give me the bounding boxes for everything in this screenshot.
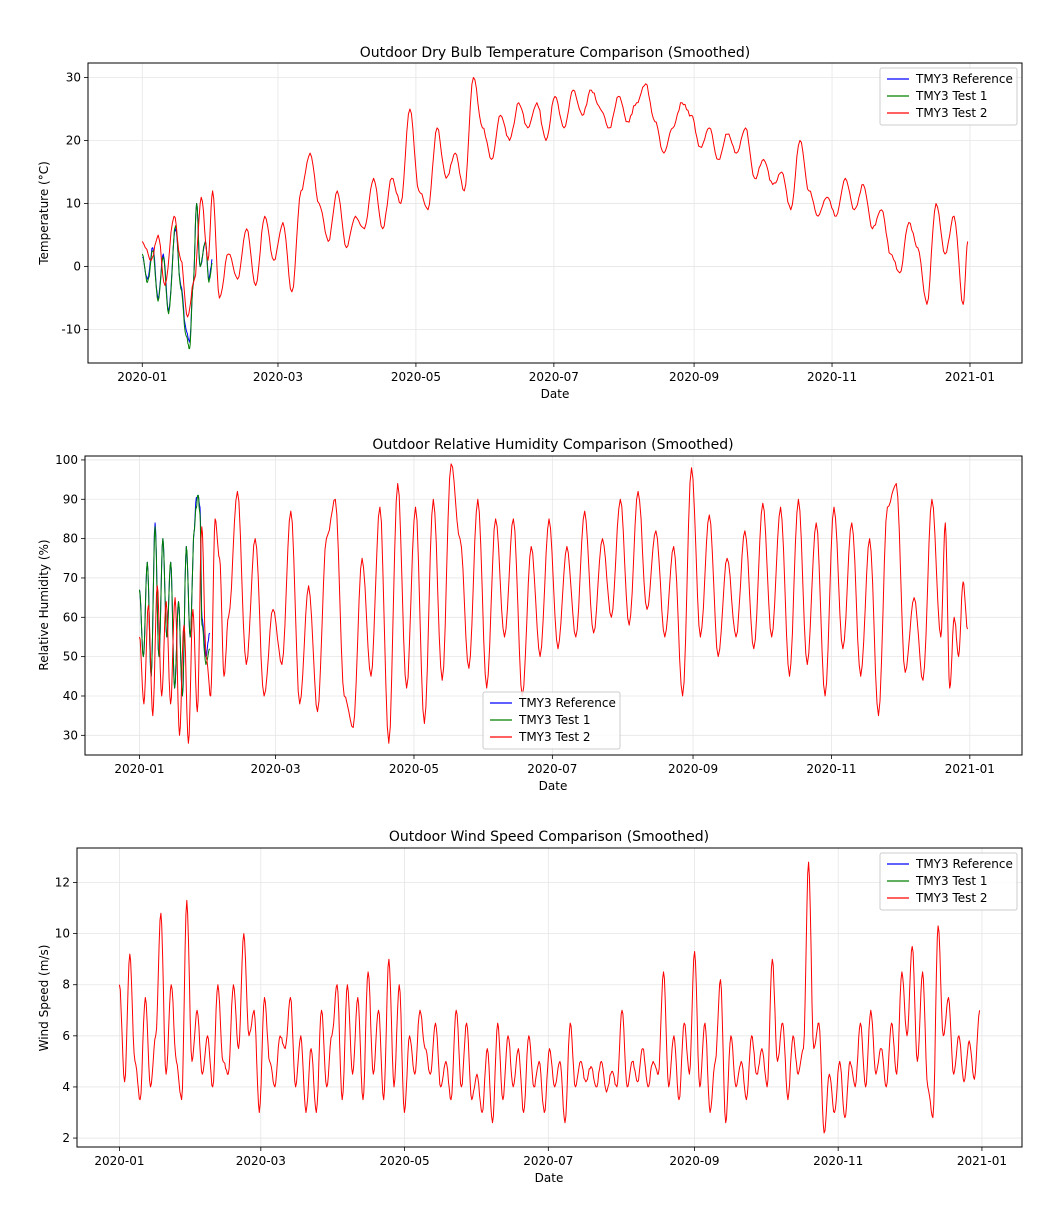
y-tick-label: 50: [63, 650, 78, 664]
x-tick-label: 2021-01: [945, 370, 995, 384]
y-tick-label: 30: [66, 70, 81, 84]
legend: TMY3 Reference TMY3 Test 1 TMY3 Test 2: [879, 67, 1018, 126]
chart-title: Outdoor Dry Bulb Temperature Comparison …: [360, 45, 750, 61]
x-tick-label: 2020-09: [668, 762, 718, 776]
x-ticks: 2020-01 2020-03 2020-05 2020-07 2020-09 2020-…: [117, 363, 995, 384]
x-tick-label: 2020-09: [669, 370, 719, 384]
x-tick-label: 2020-09: [669, 1154, 719, 1168]
y-tick-label: 80: [63, 532, 78, 546]
series-line-tmy3-test-1: [141, 203, 213, 350]
x-tick-label: 2020-01: [94, 1154, 144, 1168]
y-tick-label: 6: [62, 1029, 70, 1043]
x-tick-label: 2020-05: [391, 370, 441, 384]
chart-wind-speed: Outdoor Wind Speed Comparison (Smoothed)…: [37, 829, 1023, 1185]
legend-label: TMY3 Reference: [915, 857, 1013, 871]
x-tick-label: 2020-11: [813, 1154, 863, 1168]
x-tick-label: 2020-07: [529, 370, 579, 384]
legend-label: TMY3 Test 2: [915, 106, 988, 120]
series-group: [141, 77, 969, 350]
grid: [77, 848, 1022, 1147]
chart-temperature: Outdoor Dry Bulb Temperature Comparison …: [37, 45, 1023, 401]
chart-title: Outdoor Wind Speed Comparison (Smoothed): [389, 829, 709, 845]
x-tick-label: 2020-05: [389, 762, 439, 776]
y-tick-label: 100: [55, 453, 78, 467]
x-tick-label: 2020-07: [523, 1154, 573, 1168]
plot-frame: [87, 62, 1023, 364]
y-tick-label: 30: [63, 728, 78, 742]
x-axis-label: Date: [539, 779, 568, 793]
x-tick-label: 2020-03: [253, 370, 303, 384]
legend-label: TMY3 Reference: [915, 72, 1013, 86]
y-tick-label: -10: [61, 323, 81, 337]
x-tick-label: 2020-01: [114, 762, 164, 776]
legend-label: TMY3 Test 1: [915, 89, 988, 103]
x-axis-label: Date: [535, 1171, 564, 1185]
legend-label: TMY3 Test 2: [518, 730, 591, 744]
x-tick-label: 2020-11: [807, 370, 857, 384]
x-tick-label: 2020-01: [117, 370, 167, 384]
legend: TMY3 Reference TMY3 Test 1 TMY3 Test 2: [482, 691, 621, 750]
x-tick-label: 2021-01: [945, 762, 995, 776]
series-line-tmy3-test-1: [139, 494, 211, 697]
y-tick-label: 20: [66, 134, 81, 148]
series-line-tmy3-test-2: [141, 77, 969, 318]
x-tick-label: 2020-11: [806, 762, 856, 776]
legend: TMY3 Reference TMY3 Test 1 TMY3 Test 2: [879, 852, 1018, 911]
x-axis-label: Date: [541, 387, 570, 401]
legend-label: TMY3 Test 1: [915, 874, 988, 888]
y-ticks: 2 4 6 8 10 12: [55, 876, 77, 1145]
y-tick-label: 60: [63, 610, 78, 624]
series-group: [118, 861, 981, 1134]
y-tick-label: 12: [55, 876, 70, 890]
y-tick-label: 8: [62, 978, 70, 992]
legend-label: TMY3 Test 1: [518, 713, 591, 727]
legend-label: TMY3 Reference: [518, 696, 616, 710]
chart-title: Outdoor Relative Humidity Comparison (Sm…: [372, 437, 733, 453]
x-tick-label: 2020-03: [236, 1154, 286, 1168]
y-axis-label: Relative Humidity (%): [37, 539, 51, 670]
y-tick-label: 90: [63, 492, 78, 506]
x-ticks: 2020-01 2020-03 2020-05 2020-07 2020-09 2020-…: [114, 755, 995, 776]
legend-label: TMY3 Test 2: [915, 891, 988, 905]
y-tick-label: 70: [63, 571, 78, 585]
plot-frame: [76, 847, 1023, 1148]
grid: [88, 63, 1022, 363]
y-tick-label: 10: [55, 927, 70, 941]
y-ticks: 30 40 50 60 70 80 90 100: [55, 453, 85, 742]
x-ticks: 2020-01 2020-03 2020-05 2020-07 2020-09 2020-…: [94, 1147, 1007, 1168]
y-tick-label: 2: [62, 1131, 70, 1145]
x-tick-label: 2020-05: [379, 1154, 429, 1168]
y-ticks: -10 0 10 20 30: [61, 70, 88, 337]
y-tick-label: 10: [66, 197, 81, 211]
x-tick-label: 2020-03: [251, 762, 301, 776]
y-tick-label: 4: [62, 1080, 70, 1094]
x-tick-label: 2020-07: [527, 762, 577, 776]
chart-humidity: Outdoor Relative Humidity Comparison (Sm…: [37, 437, 1023, 793]
y-tick-label: 40: [63, 689, 78, 703]
x-tick-label: 2021-01: [957, 1154, 1007, 1168]
legend-box: [482, 691, 621, 750]
series-line-tmy3-test-2: [118, 861, 981, 1134]
legend-box: [879, 67, 1018, 126]
legend-box: [879, 852, 1018, 911]
y-axis-label: Temperature (°C): [37, 161, 51, 266]
y-axis-label: Wind Speed (m/s): [37, 945, 51, 1052]
plot-frame: [84, 455, 1023, 756]
y-tick-label: 0: [73, 260, 81, 274]
